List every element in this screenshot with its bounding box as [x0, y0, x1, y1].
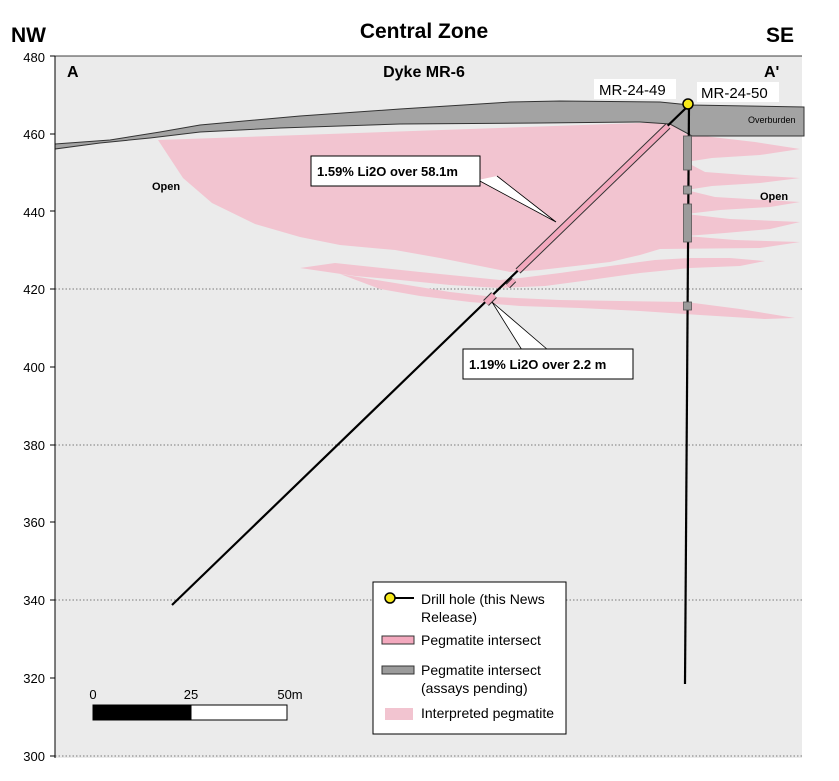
callout-leader-2: [491, 301, 549, 351]
pending-intersect-1: [683, 135, 692, 171]
overburden-polygon: [54, 100, 805, 150]
y-label-340: 340: [23, 593, 45, 608]
legend-drillhole-text-2: Release): [421, 609, 477, 625]
scale-label-50m: 50m: [277, 687, 302, 702]
y-label-360: 360: [23, 515, 45, 530]
section-label-a: A: [67, 64, 79, 81]
callout-box-1: [310, 155, 481, 187]
direction-se: SE: [766, 24, 794, 47]
pegmatite-intersect-short: [483, 292, 497, 306]
y-label-460: 460: [23, 127, 45, 142]
scale-bar: 0 25 50m: [89, 687, 303, 721]
legend-pending-swatch: [381, 665, 415, 675]
hole-label-box-2: [697, 82, 779, 102]
callout-box-2: [462, 348, 634, 380]
open-label-left: Open: [152, 181, 180, 193]
y-label-380: 380: [23, 438, 45, 453]
interpreted-pegmatite-upper-vein: [300, 258, 765, 288]
legend-interpreted-text: Interpreted pegmatite: [421, 705, 554, 721]
callout-text-2: 1.19% Li2O over 2.2 m: [469, 357, 606, 372]
pending-intersect-3: [683, 203, 692, 243]
legend-pending-text-1: Pegmatite intersect: [421, 662, 541, 678]
callout-text-1: 1.59% Li2O over 58.1m: [317, 164, 458, 179]
legend-interpreted-swatch: [385, 708, 413, 720]
y-axis-ticks: [50, 55, 55, 757]
drillhole-mr-24-49: [171, 107, 687, 606]
scale-label-25: 25: [184, 687, 198, 702]
scale-bar-white-segment: [190, 704, 288, 721]
drillhole-mr-24-50: [683, 103, 692, 685]
drillhole-collar: [682, 98, 694, 110]
legend-pending-text-2: (assays pending): [421, 680, 528, 696]
direction-nw: NW: [11, 24, 46, 47]
y-label-400: 400: [23, 360, 45, 375]
overburden-layer: [54, 100, 805, 150]
figure-subtitle: Dyke MR-6: [383, 64, 465, 81]
hole-label-mr-24-49: MR-24-49: [599, 82, 666, 99]
legend-pegmatite-swatch: [381, 635, 415, 645]
hole-label-box-1: [594, 79, 676, 99]
y-label-440: 440: [23, 205, 45, 220]
section-label-a-prime: A': [764, 64, 779, 81]
scale-label-0: 0: [89, 687, 96, 702]
pegmatite-intersect-minor: [506, 278, 516, 288]
y-label-300: 300: [23, 749, 45, 764]
interpreted-pegmatite-lower-vein: [340, 274, 795, 319]
hole-label-mr-24-50: MR-24-50: [701, 85, 768, 102]
callout-leaders: [477, 175, 557, 351]
y-label-320: 320: [23, 671, 45, 686]
pending-intersect-4: [683, 301, 692, 311]
legend-pegmatite-text: Pegmatite intersect: [421, 632, 541, 648]
legend-collar-symbol: [384, 592, 396, 604]
callout-leader-1: [477, 175, 557, 223]
legend-drillhole-text-1: Drill hole (this News: [421, 591, 545, 607]
figure-title: Central Zone: [360, 20, 488, 43]
scale-bar-black-segment: [92, 704, 192, 721]
legend: Drill hole (this News Release) Pegmatite…: [372, 581, 567, 735]
y-label-480: 480: [23, 50, 45, 65]
drillhole-trace-mr-24-50: [683, 103, 691, 685]
y-axis-labels: 480 460 440 420 400 380 360 340 320 300: [23, 50, 45, 764]
open-label-right: Open: [760, 191, 788, 203]
pegmatite-intersect-long-fill: [516, 124, 670, 273]
y-label-420: 420: [23, 282, 45, 297]
pending-intersect-2: [683, 185, 692, 195]
overburden-label: Overburden: [748, 115, 796, 125]
